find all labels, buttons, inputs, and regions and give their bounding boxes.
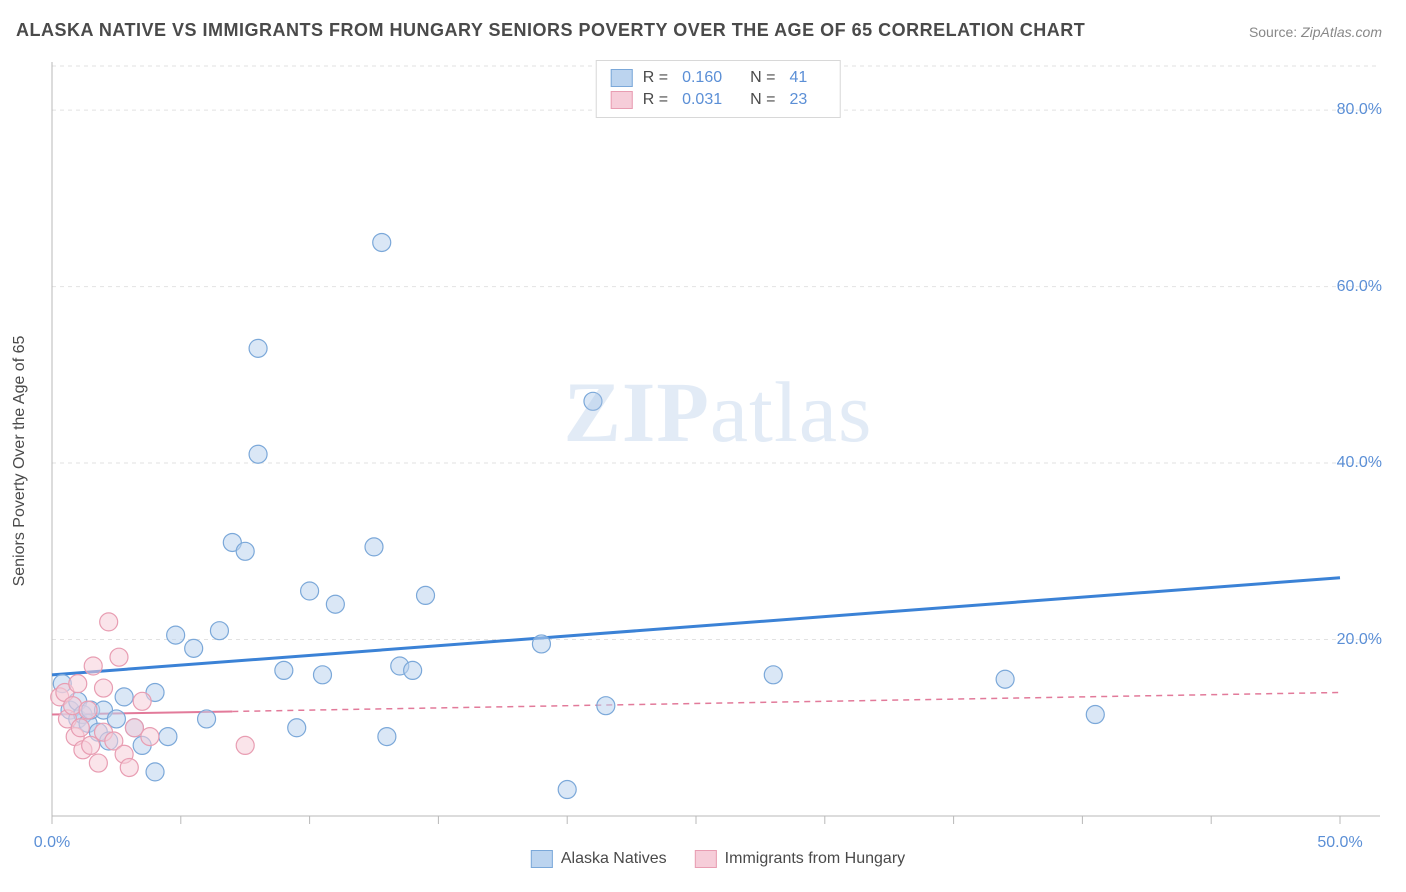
data-point xyxy=(146,763,164,781)
legend-label: Alaska Natives xyxy=(561,850,667,868)
data-point xyxy=(198,710,216,728)
data-point xyxy=(249,339,267,357)
r-value: 0.160 xyxy=(682,69,722,87)
legend-swatch xyxy=(531,850,553,868)
data-point xyxy=(532,635,550,653)
r-value: 0.031 xyxy=(682,91,722,109)
data-point xyxy=(996,670,1014,688)
n-label: N = xyxy=(750,69,775,87)
r-label: R = xyxy=(643,91,668,109)
data-point xyxy=(89,754,107,772)
data-point xyxy=(378,728,396,746)
legend-swatch xyxy=(611,91,633,109)
trend-line xyxy=(52,578,1340,675)
data-point xyxy=(584,392,602,410)
data-point xyxy=(100,613,118,631)
x-tick-label: 50.0% xyxy=(1317,834,1362,852)
data-point xyxy=(115,688,133,706)
data-point xyxy=(365,538,383,556)
r-label: R = xyxy=(643,69,668,87)
n-value: 23 xyxy=(789,91,807,109)
n-label: N = xyxy=(750,91,775,109)
source-value: ZipAtlas.com xyxy=(1301,24,1382,40)
data-point xyxy=(84,657,102,675)
legend-stat-row: R = 0.160 N = 41 xyxy=(611,67,826,89)
data-point xyxy=(69,675,87,693)
y-tick-label: 40.0% xyxy=(1337,454,1382,472)
legend-stat-row: R = 0.031 N = 23 xyxy=(611,89,826,111)
data-point xyxy=(404,661,422,679)
data-point xyxy=(210,622,228,640)
data-point xyxy=(373,233,391,251)
legend-item: Immigrants from Hungary xyxy=(695,850,906,868)
data-point xyxy=(597,697,615,715)
data-point xyxy=(95,679,113,697)
y-axis-label: Seniors Poverty Over the Age of 65 xyxy=(11,336,29,587)
data-point xyxy=(249,445,267,463)
chart-container: Seniors Poverty Over the Age of 65 ZIPat… xyxy=(48,56,1388,866)
data-point xyxy=(71,719,89,737)
legend-swatch xyxy=(695,850,717,868)
y-tick-label: 20.0% xyxy=(1337,631,1382,649)
data-point xyxy=(110,648,128,666)
legend-label: Immigrants from Hungary xyxy=(725,850,906,868)
n-value: 41 xyxy=(789,69,807,87)
data-point xyxy=(79,701,97,719)
correlation-legend: R = 0.160 N = 41 R = 0.031 N = 23 xyxy=(596,60,841,118)
scatter-plot xyxy=(48,56,1388,866)
data-point xyxy=(120,758,138,776)
data-point xyxy=(558,781,576,799)
legend-swatch xyxy=(611,69,633,87)
data-point xyxy=(133,692,151,710)
data-point xyxy=(141,728,159,746)
source-attribution: Source: ZipAtlas.com xyxy=(1249,24,1382,40)
data-point xyxy=(159,728,177,746)
x-tick-label: 0.0% xyxy=(34,834,70,852)
data-point xyxy=(1086,706,1104,724)
data-point xyxy=(313,666,331,684)
data-point xyxy=(326,595,344,613)
legend-item: Alaska Natives xyxy=(531,850,667,868)
chart-title: ALASKA NATIVE VS IMMIGRANTS FROM HUNGARY… xyxy=(16,20,1085,41)
data-point xyxy=(288,719,306,737)
data-point xyxy=(417,586,435,604)
data-point xyxy=(236,542,254,560)
data-point xyxy=(301,582,319,600)
y-tick-label: 80.0% xyxy=(1337,101,1382,119)
data-point xyxy=(764,666,782,684)
source-label: Source: xyxy=(1249,24,1297,40)
data-point xyxy=(167,626,185,644)
data-point xyxy=(185,639,203,657)
trend-line-dashed xyxy=(232,692,1340,711)
data-point xyxy=(275,661,293,679)
series-legend: Alaska Natives Immigrants from Hungary xyxy=(531,850,905,868)
data-point xyxy=(236,736,254,754)
y-tick-label: 60.0% xyxy=(1337,278,1382,296)
